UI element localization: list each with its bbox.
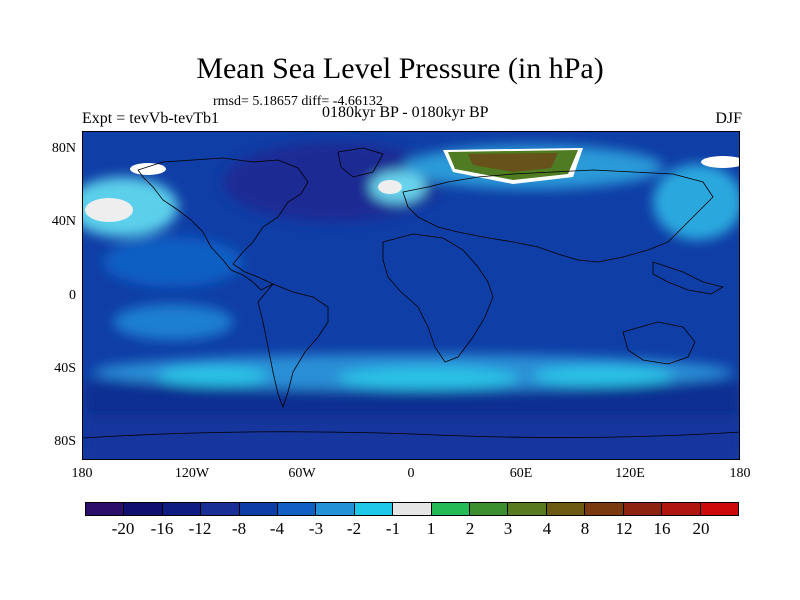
colorbar-label: -3	[308, 519, 324, 538]
eurasia-coast	[402, 169, 714, 263]
colorbar-label: 1	[426, 519, 436, 538]
experiment-label: Expt = tevVb-tevTb1	[82, 110, 219, 127]
colorbar-box	[546, 503, 586, 515]
colorbar-label: 3	[503, 519, 513, 538]
north-america-coast	[137, 157, 309, 291]
lon-label-180w: 180	[71, 466, 93, 481]
lat-label-40n: 40N	[51, 214, 76, 229]
colorbar-box	[86, 503, 125, 515]
colorbar-box	[162, 503, 202, 515]
map-title: Mean Sea Level Pressure (in hPa)	[196, 52, 604, 85]
field-kamchatka-peak	[701, 156, 739, 168]
field-south-pacific	[158, 366, 268, 386]
colorbar	[85, 502, 739, 516]
colorbar-box	[700, 503, 738, 515]
colorbar-label: 8	[580, 519, 590, 538]
pressure-field	[83, 132, 739, 459]
colorbar-label: -2	[346, 519, 362, 538]
indonesia-coast	[652, 261, 725, 295]
field-antarctic	[83, 415, 739, 459]
australia-coast	[622, 321, 696, 365]
lon-label-120e: 120E	[615, 466, 645, 481]
colorbar-box	[431, 503, 471, 515]
colorbar-box	[124, 503, 163, 515]
colorbar-box	[278, 503, 317, 515]
field-atlantic-peak	[378, 180, 402, 194]
field-west-pacific	[653, 164, 739, 240]
field-alaska-peak	[130, 163, 166, 175]
pressure-map	[82, 131, 740, 460]
colorbar-box	[239, 503, 279, 515]
colorbar-label: 20	[692, 519, 710, 538]
stats-text: rmsd= 5.18657 diff= -4.66132	[213, 94, 383, 109]
lon-label-120w: 120W	[174, 466, 210, 481]
lon-label-60e: 60E	[509, 466, 533, 481]
coastlines	[83, 147, 739, 439]
colorbar-label: -20	[111, 519, 135, 538]
colorbar-box	[623, 503, 663, 515]
colorbar-box	[316, 503, 355, 515]
lon-label-60w: 60W	[288, 466, 316, 481]
lat-label-80n: 80N	[51, 141, 76, 156]
colorbar-box	[470, 503, 509, 515]
colorbar-box	[508, 503, 547, 515]
colorbar-label: 12	[615, 519, 633, 538]
season-label: DJF	[715, 110, 742, 127]
lat-label-40s: 40S	[54, 361, 76, 376]
colorbar-label: 16	[653, 519, 671, 538]
colorbar-box	[585, 503, 624, 515]
colorbar-label: 4	[542, 519, 552, 538]
lat-label-80s: 80S	[54, 434, 76, 449]
field-south-pacific-high	[113, 304, 233, 340]
field-arctic-core	[468, 153, 558, 172]
field-atlantic-low	[223, 142, 443, 222]
colorbar-box	[662, 503, 701, 515]
lon-label-180e: 180	[729, 466, 751, 481]
colorbar-label: -12	[188, 519, 212, 538]
colorbar-box	[354, 503, 394, 515]
colorbar-label: -8	[231, 519, 247, 538]
africa-coast	[382, 233, 494, 363]
period-label: 0180kyr BP - 0180kyr BP	[322, 104, 489, 121]
colorbar-label: -4	[269, 519, 285, 538]
field-pacific-band	[103, 237, 243, 287]
antarctica-coast	[83, 431, 739, 439]
colorbar-label: 2	[465, 519, 475, 538]
field-pacific-peak	[85, 198, 133, 222]
south-america-coast	[257, 283, 329, 409]
colorbar-label: -16	[150, 519, 174, 538]
colorbar-label: -1	[385, 519, 401, 538]
colorbar-box	[201, 503, 240, 515]
field-south-atlantic	[338, 367, 518, 389]
greenland-coast	[337, 147, 384, 178]
lon-label-0: 0	[407, 466, 415, 481]
field-indian-ocean	[533, 366, 673, 386]
lat-label-0: 0	[69, 288, 76, 303]
colorbar-box	[393, 503, 432, 515]
